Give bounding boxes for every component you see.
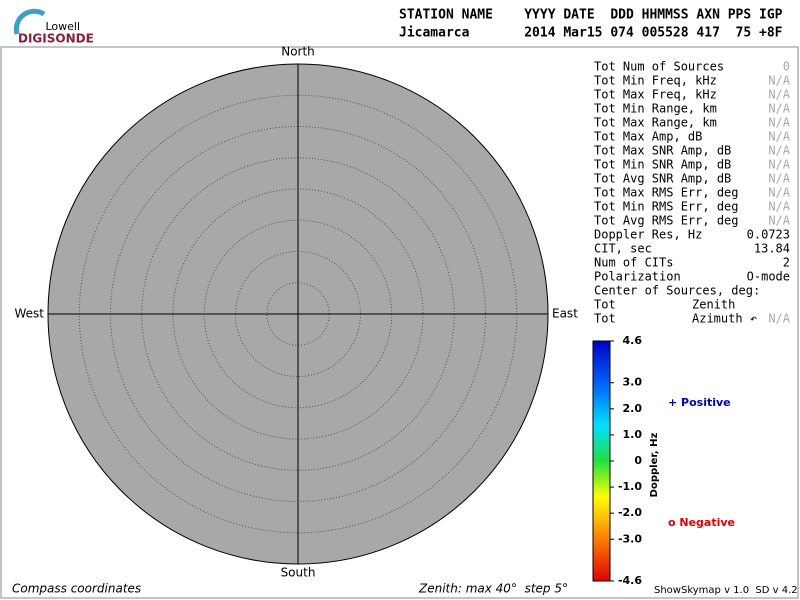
- stat-value: 0.0723: [747, 228, 790, 242]
- stat-label: Tot Min SNR Amp, dB: [594, 158, 731, 172]
- stat-label: Tot Num of Sources: [594, 60, 724, 74]
- compass-south: South: [281, 566, 316, 580]
- colorbar-tick-label: 4.6: [623, 334, 643, 347]
- stat-label: Tot Max Amp, dB: [594, 130, 702, 144]
- stat-value: 13.84: [754, 242, 790, 256]
- stat-value: N/A: [768, 214, 790, 228]
- logo-arc: [13, 8, 46, 35]
- stat-label: Tot Min Range, km: [594, 102, 717, 116]
- colorbar-tick-label: -2.0: [618, 506, 642, 519]
- stat-label: Tot: [594, 312, 616, 326]
- header-values: Jicamarca 2014 Mar15 074 005528 417 75 +…: [399, 26, 783, 41]
- stat-label: Tot Max RMS Err, deg: [594, 186, 739, 200]
- logo-top: Lowell: [45, 20, 80, 33]
- stat-label: Tot Avg RMS Err, deg: [594, 214, 739, 228]
- stat-value: N/A: [768, 186, 790, 200]
- stat-value: 2: [783, 256, 790, 270]
- colorbar-tick-label: 0: [634, 454, 642, 467]
- stat-value: N/A: [768, 130, 790, 144]
- stat-label: Tot Min RMS Err, deg: [594, 200, 739, 214]
- stat-label: CIT, sec: [594, 242, 652, 256]
- header-labels: STATION NAME YYYY DATE DDD HHMMSS AXN PP…: [399, 8, 783, 23]
- legend-negative: o Negative: [668, 516, 735, 529]
- stat-label: Tot Avg SNR Amp, dB: [594, 172, 731, 186]
- colorbar: [592, 340, 611, 582]
- colorbar-tick-label: -1.0: [618, 480, 642, 493]
- stat-label: Polarization: [594, 270, 681, 284]
- stat-label: Tot Max SNR Amp, dB: [594, 144, 731, 158]
- stat-value: N/A: [768, 102, 790, 116]
- stat-value: N/A: [768, 312, 790, 326]
- colorbar-tick-label: -4.6: [618, 574, 642, 587]
- colorbar-tick-label: 1.0: [623, 428, 643, 441]
- stat-value: N/A: [768, 172, 790, 186]
- compass-west: West: [14, 307, 44, 321]
- frame: [0, 46, 799, 599]
- compass-north: North: [281, 45, 315, 59]
- logo-bottom: DIGISONDE: [18, 32, 94, 46]
- stat-sublabel: Zenith: [692, 298, 735, 312]
- stat-value: N/A: [768, 200, 790, 214]
- stat-label: Num of CITs: [594, 256, 673, 270]
- stat-value: N/A: [768, 158, 790, 172]
- stat-label: Tot Min Freq, kHz: [594, 74, 717, 88]
- stat-label: Tot Max Range, km: [594, 116, 717, 130]
- colorbar-tick-label: 3.0: [623, 376, 643, 389]
- stat-value: 0: [783, 60, 790, 74]
- stat-label: Tot: [594, 298, 616, 312]
- footer-left: Compass coordinates: [12, 582, 141, 596]
- footer-middle: Zenith: max 40° step 5°: [418, 582, 568, 596]
- legend-positive: + Positive: [668, 396, 731, 409]
- stat-label: Center of Sources, deg:: [594, 284, 760, 298]
- stat-sublabel: Azimuth ↶: [692, 312, 757, 326]
- stat-value: O-mode: [747, 270, 790, 284]
- compass-east: East: [552, 307, 578, 321]
- stat-label: Tot Max Freq, kHz: [594, 88, 717, 102]
- stat-value: N/A: [768, 144, 790, 158]
- stat-value: N/A: [768, 116, 790, 130]
- colorbar-tick-label: 2.0: [623, 402, 643, 415]
- colorbar-ticks: 4.6 3.0 2.0 1.0 0 -1.0 -2.0 -3.0 -4.6: [610, 334, 642, 587]
- stat-value: N/A: [768, 88, 790, 102]
- colorbar-tick-label: -3.0: [618, 532, 642, 545]
- stats: Tot Num of Sources 0 Tot Min Freq, kHz N/A T…: [594, 60, 791, 326]
- colorbar-title: Doppler, Hz: [649, 433, 660, 498]
- stat-label: Doppler Res, Hz: [594, 228, 702, 242]
- footer-right: ShowSkymap v 1.0 SD v 4.2: [654, 585, 798, 596]
- stat-value: N/A: [768, 74, 790, 88]
